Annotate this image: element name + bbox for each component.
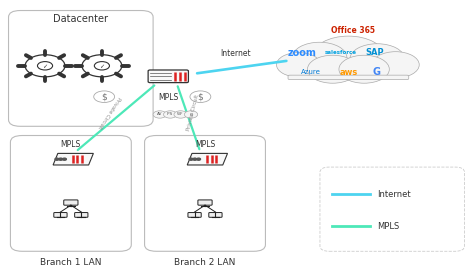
FancyBboxPatch shape — [209, 213, 222, 217]
FancyBboxPatch shape — [320, 167, 465, 251]
Circle shape — [350, 44, 404, 74]
Circle shape — [197, 158, 201, 160]
Text: WF: WF — [177, 113, 184, 117]
Circle shape — [94, 91, 115, 102]
Text: ✓: ✓ — [99, 64, 105, 69]
Circle shape — [59, 158, 63, 160]
Text: AV: AV — [157, 113, 163, 117]
Text: Private Circuit: Private Circuit — [97, 95, 121, 129]
Polygon shape — [187, 153, 228, 165]
Text: Office 365: Office 365 — [331, 26, 375, 35]
Circle shape — [189, 158, 193, 160]
Circle shape — [190, 91, 211, 102]
Text: Datacenter: Datacenter — [53, 14, 109, 24]
Text: $: $ — [101, 92, 107, 101]
Circle shape — [339, 55, 389, 83]
Circle shape — [184, 111, 198, 118]
FancyBboxPatch shape — [288, 62, 409, 80]
FancyBboxPatch shape — [188, 213, 201, 217]
FancyBboxPatch shape — [145, 136, 265, 251]
FancyBboxPatch shape — [9, 10, 153, 126]
Circle shape — [308, 55, 358, 83]
Text: Internet: Internet — [377, 189, 410, 199]
Circle shape — [174, 111, 187, 118]
Circle shape — [153, 111, 166, 118]
Circle shape — [276, 53, 320, 77]
Circle shape — [193, 158, 197, 160]
Text: Q: Q — [190, 113, 192, 117]
Text: IPS: IPS — [167, 113, 173, 117]
Text: Branch 2 LAN: Branch 2 LAN — [174, 258, 236, 267]
Text: zoom: zoom — [288, 48, 317, 58]
Text: SAP: SAP — [365, 48, 384, 57]
FancyBboxPatch shape — [10, 136, 131, 251]
FancyBboxPatch shape — [198, 200, 212, 205]
Text: ✓: ✓ — [42, 64, 48, 69]
Text: Private Circuit: Private Circuit — [186, 94, 200, 131]
Circle shape — [63, 158, 66, 160]
Circle shape — [292, 42, 347, 73]
FancyBboxPatch shape — [54, 213, 67, 217]
Circle shape — [372, 52, 419, 78]
Text: MPLS: MPLS — [61, 140, 81, 149]
Text: MPLS: MPLS — [195, 140, 215, 149]
Text: G: G — [373, 67, 381, 77]
Text: MPLS: MPLS — [158, 94, 178, 102]
Polygon shape — [53, 153, 93, 165]
Text: Branch 1 LAN: Branch 1 LAN — [40, 258, 101, 267]
Text: salesforce: salesforce — [324, 50, 356, 55]
FancyBboxPatch shape — [64, 200, 78, 205]
Text: $: $ — [198, 92, 203, 101]
Text: Internet: Internet — [220, 49, 251, 58]
FancyBboxPatch shape — [148, 70, 189, 83]
Circle shape — [313, 36, 384, 76]
Text: MPLS: MPLS — [377, 222, 399, 230]
FancyBboxPatch shape — [288, 75, 409, 80]
FancyBboxPatch shape — [74, 213, 88, 217]
Text: aws: aws — [339, 68, 357, 77]
Text: Azure: Azure — [301, 69, 320, 75]
Circle shape — [164, 111, 177, 118]
Circle shape — [55, 158, 59, 160]
